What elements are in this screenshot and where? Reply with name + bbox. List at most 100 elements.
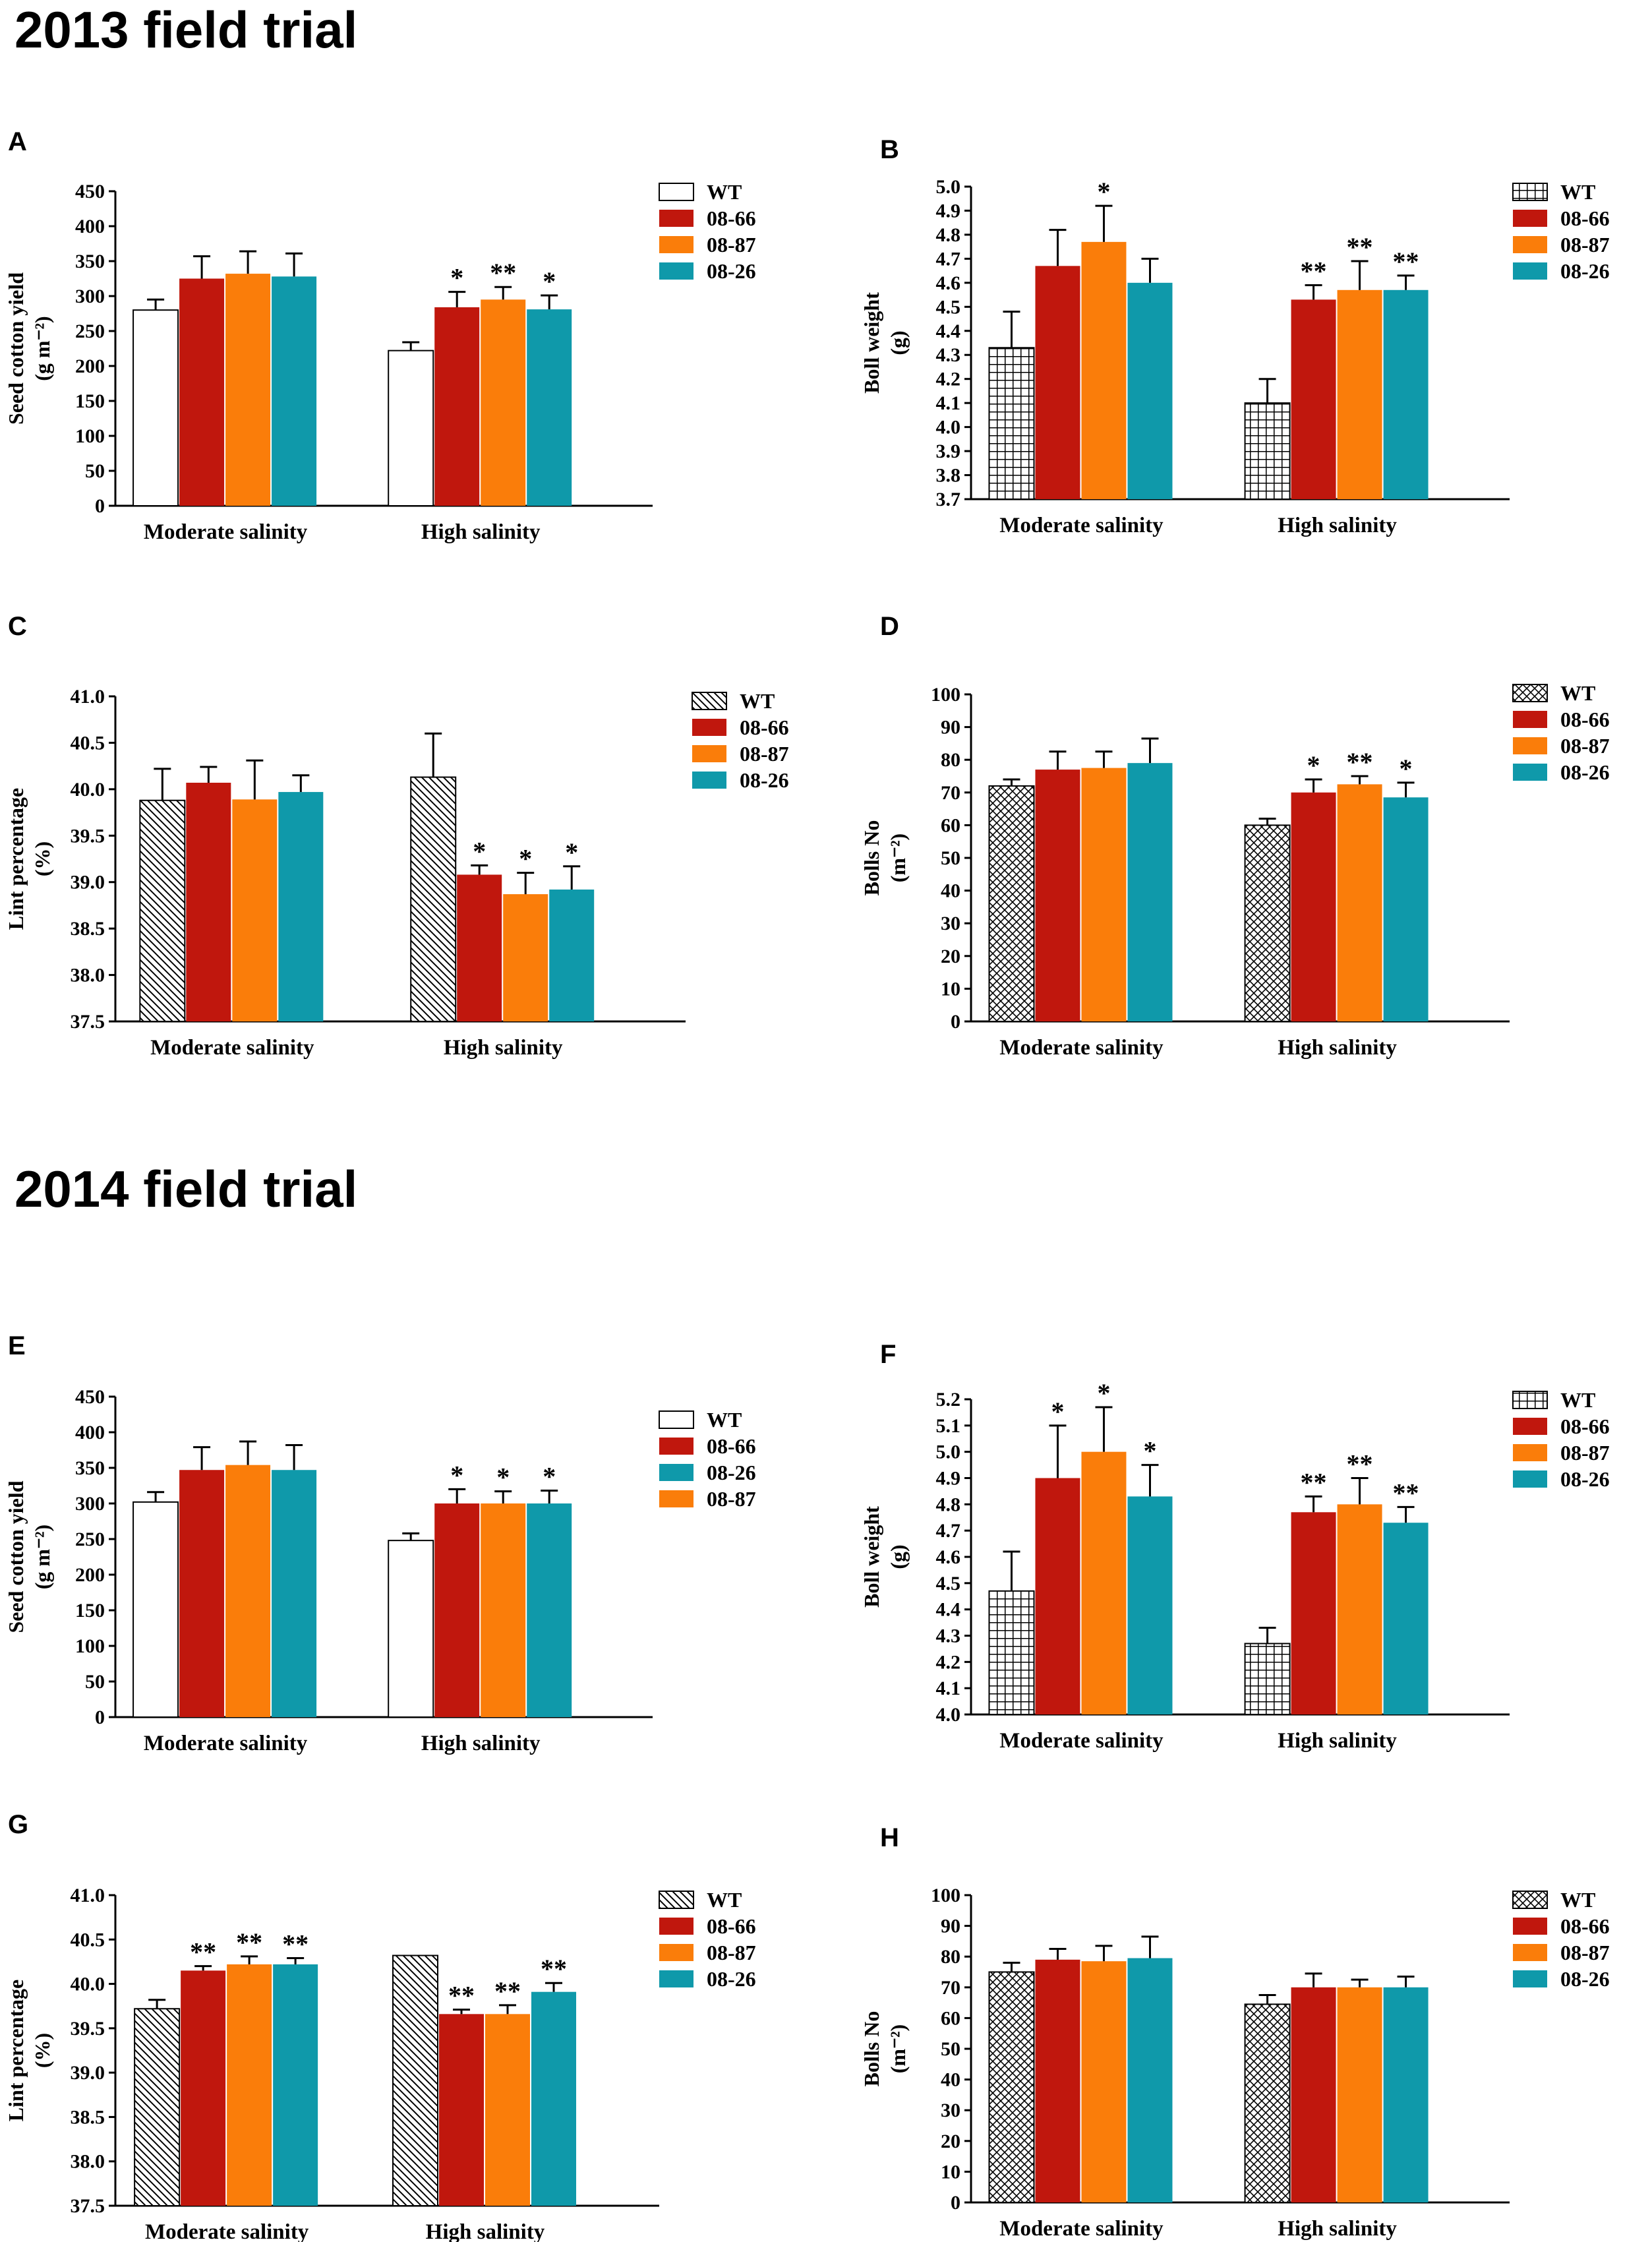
legend-swatch-wt <box>659 1410 694 1429</box>
x-category-label: Moderate salinity <box>999 514 1164 537</box>
y-tick-label: 41.0 <box>71 1885 105 1906</box>
y-tick-label: 3.7 <box>936 489 961 510</box>
bar-wt-high <box>1244 1643 1291 1715</box>
bar-08-26-moderate <box>1127 763 1173 1021</box>
x-category-label: Moderate salinity <box>145 2220 309 2242</box>
y-tick-label: 4.0 <box>936 417 961 439</box>
legend-swatch-08-66 <box>1513 1918 1547 1935</box>
bar-08-26-high <box>527 1503 572 1717</box>
panel-letter: B <box>880 135 899 164</box>
y-axis-title: (g) <box>886 1544 910 1569</box>
panel-letter: F <box>880 1340 896 1369</box>
y-tick-label: 4.5 <box>936 296 961 318</box>
legend-label: 08-26 <box>740 768 789 792</box>
x-category-label: High salinity <box>1278 514 1397 537</box>
bar-08-26-moderate <box>278 792 324 1021</box>
y-tick-label: 3.9 <box>936 440 961 462</box>
bar-wt-high <box>388 1540 434 1718</box>
significance-mark: * <box>543 266 556 296</box>
legend-swatch-08-87 <box>1513 236 1547 253</box>
y-tick-label: 4.9 <box>936 200 961 222</box>
y-tick-label: 50 <box>941 2038 960 2060</box>
y-tick-label: 4.7 <box>936 1520 961 1542</box>
y-tick-label: 37.5 <box>71 1011 105 1033</box>
y-axis-title: (%) <box>30 2033 54 2068</box>
y-axis-title: (g m⁻²) <box>30 1525 54 1589</box>
significance-mark: * <box>1097 1378 1110 1408</box>
bar-08-66-high <box>457 874 502 1021</box>
legend-label: 08-26 <box>1560 1467 1610 1491</box>
legend-label: WT <box>1560 1388 1595 1412</box>
legend-label: WT <box>740 689 775 713</box>
legend-label: 08-87 <box>707 1487 756 1511</box>
bar-08-87-moderate <box>1081 241 1127 499</box>
y-tick-label: 3.8 <box>936 465 961 487</box>
y-tick-label: 450 <box>75 181 105 202</box>
y-tick-label: 400 <box>75 216 105 237</box>
y-tick-label: 4.0 <box>936 1704 961 1726</box>
y-tick-label: 60 <box>941 814 960 836</box>
y-tick-label: 450 <box>75 1386 105 1408</box>
y-tick-label: 4.8 <box>936 1494 961 1515</box>
x-category-label: High salinity <box>1278 2217 1397 2241</box>
significance-mark: ** <box>190 1937 216 1967</box>
y-tick-label: 40 <box>941 2069 960 2091</box>
y-tick-label: 150 <box>75 1600 105 1621</box>
significance-mark: * <box>543 1462 556 1492</box>
y-tick-label: 400 <box>75 1422 105 1443</box>
x-category-label: Moderate salinity <box>144 1732 308 1755</box>
y-tick-label: 250 <box>75 1529 105 1550</box>
bar-08-66-moderate <box>179 278 225 506</box>
y-axis-title: Seed cotton yield <box>4 1480 28 1633</box>
bar-wt-moderate <box>988 347 1035 500</box>
y-tick-label: 40.0 <box>71 1974 105 1995</box>
y-tick-label: 4.6 <box>936 272 961 294</box>
y-tick-label: 4.4 <box>936 1599 961 1621</box>
y-tick-label: 40.0 <box>71 779 105 801</box>
bar-08-26-high <box>1383 797 1429 1021</box>
legend-swatch-08-87 <box>659 1490 693 1507</box>
bar-08-87-high <box>481 299 526 506</box>
x-category-label: Moderate salinity <box>999 2217 1164 2241</box>
y-tick-label: 4.3 <box>936 344 961 366</box>
legend-swatch-08-26 <box>659 1464 693 1481</box>
legend-swatch-08-26 <box>692 772 726 789</box>
significance-mark: * <box>473 836 486 866</box>
y-tick-label: 300 <box>75 1493 105 1515</box>
y-tick-label: 38.5 <box>71 918 105 940</box>
significance-mark: ** <box>1347 1449 1373 1479</box>
y-tick-label: 350 <box>75 251 105 272</box>
bar-wt-high <box>1244 2003 1291 2203</box>
legend-label: 08-26 <box>1560 1967 1610 1991</box>
legend-label: 08-66 <box>1560 1414 1610 1438</box>
bar-wt-high <box>410 776 457 1022</box>
y-tick-label: 100 <box>75 1635 105 1657</box>
legend-swatch-08-66 <box>1513 1418 1547 1435</box>
panel-a: A 0 50 100 150 200 250 300 350 400 450 Seed cotton … <box>4 127 756 544</box>
x-category-label: Moderate salinity <box>999 1729 1164 1753</box>
y-axis-title: Lint percentage <box>4 788 28 930</box>
y-tick-label: 70 <box>941 782 960 804</box>
bar-wt-moderate <box>133 1501 179 1718</box>
significance-mark: ** <box>1347 747 1373 777</box>
legend-swatch-wt <box>1512 684 1548 702</box>
y-axis-title: (m⁻²) <box>886 2024 910 2073</box>
bar-08-26-high <box>1383 1987 1429 2202</box>
legend-swatch-08-26 <box>1513 1970 1547 1987</box>
legend-label: WT <box>1560 180 1595 204</box>
legend-label: 08-87 <box>1560 734 1610 758</box>
y-tick-label: 41.0 <box>71 686 105 708</box>
x-category-label: High salinity <box>426 2220 545 2242</box>
legend-swatch-wt <box>1512 1391 1548 1409</box>
legend-label: 08-66 <box>1560 206 1610 230</box>
bar-08-66-high <box>434 307 480 506</box>
bar-wt-high <box>392 1954 438 2206</box>
y-tick-label: 80 <box>941 749 960 771</box>
x-category-label: Moderate salinity <box>150 1036 314 1060</box>
y-axis-title: (m⁻²) <box>886 833 910 882</box>
panel-f: F 4.0 4.1 4.2 4.3 4.4 4.5 4.6 4.7 4.8 4.9 5.0 5.1 5.2… <box>860 1340 1610 1753</box>
legend-label: 08-26 <box>707 259 756 283</box>
bar-08-87-moderate <box>1081 1451 1127 1714</box>
y-tick-label: 100 <box>931 684 960 706</box>
